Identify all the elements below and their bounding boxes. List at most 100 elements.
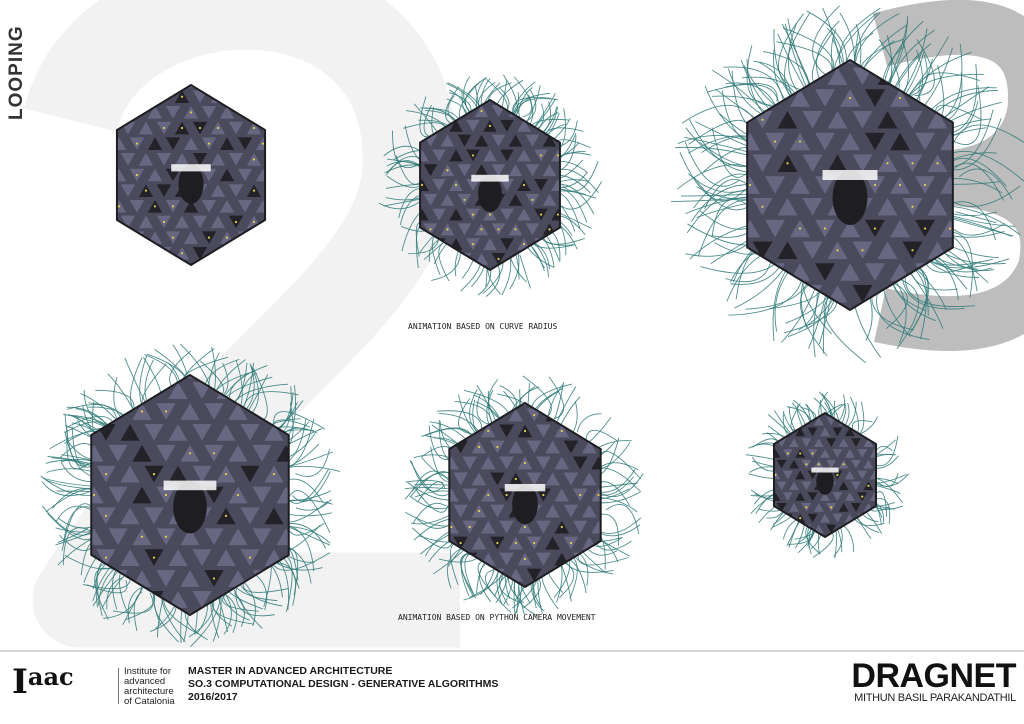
triangle-panel: [319, 122, 333, 135]
strand: [914, 39, 935, 97]
triangle-panel: [381, 90, 395, 102]
triangle-panel: [559, 105, 560, 117]
node: [616, 228, 618, 230]
strand: [562, 160, 599, 192]
course-name: SO.3 COMPUTATIONAL DESIGN - GENERATIVE A…: [188, 678, 499, 690]
triangle-panel: [156, 153, 172, 166]
triangle-panel: [844, 427, 855, 437]
triangle-panel: [802, 154, 823, 172]
strand: [378, 201, 421, 210]
node: [579, 493, 582, 497]
triangle-panel: [91, 382, 92, 399]
node: [262, 268, 264, 270]
node: [171, 205, 175, 208]
triangle-panel: [94, 263, 108, 276]
triangle-panel: [432, 179, 446, 191]
node: [236, 493, 240, 497]
strand: [295, 449, 330, 477]
node: [21, 369, 23, 371]
triangle-panel: [927, 111, 948, 129]
node: [21, 619, 23, 621]
triangle-panel: [563, 472, 579, 486]
node: [298, 237, 300, 239]
strand: [292, 471, 331, 502]
triangle-panel: [536, 424, 551, 438]
node: [100, 237, 102, 239]
triangle-panel: [432, 208, 446, 221]
node: [325, 158, 327, 160]
triangle-panel: [312, 591, 331, 608]
triangle-panel: [58, 200, 72, 213]
triangle-panel: [773, 535, 781, 537]
node: [234, 252, 238, 255]
triangle-panel: [665, 263, 685, 281]
triangle-panel: [665, 220, 685, 238]
strand: [458, 398, 472, 435]
strand: [518, 98, 559, 121]
triangle-panel: [500, 149, 514, 162]
node: [748, 183, 752, 187]
triangle-panel: [865, 89, 885, 107]
triangle-panel: [820, 492, 830, 501]
triangle-panel: [336, 466, 355, 483]
node: [225, 236, 229, 239]
institute-line: of Catalonia: [124, 696, 175, 707]
program-name: MASTER IN ADVANCED ARCHITECTURE: [188, 665, 393, 677]
node: [699, 53, 701, 55]
triangle-panel: [255, 85, 266, 88]
triangle-panel: [462, 456, 478, 470]
strand: [519, 254, 531, 289]
triangle-panel: [390, 223, 404, 235]
triangle-panel: [840, 263, 860, 281]
node: [533, 413, 536, 417]
triangle-panel: [827, 285, 848, 303]
logo-letter: I: [12, 662, 28, 702]
triangle-panel: [1003, 198, 1023, 216]
node: [140, 410, 144, 413]
node: [64, 205, 66, 207]
node: [345, 431, 347, 433]
node: [505, 493, 508, 497]
opening: [163, 480, 217, 491]
strand: [412, 502, 447, 525]
triangle-panel: [776, 459, 787, 469]
triangle-panel: [474, 134, 489, 147]
node: [917, 463, 919, 465]
triangle-panel: [336, 382, 355, 399]
triangle-panel: [869, 492, 877, 501]
node: [768, 420, 770, 422]
triangle-panel: [637, 569, 652, 582]
triangle-panel: [389, 393, 404, 406]
node: [414, 398, 416, 400]
node: [271, 252, 273, 254]
triangle-panel: [795, 470, 806, 480]
triangle-panel: [739, 438, 749, 447]
triangle-panel: [863, 459, 874, 469]
node: [144, 189, 148, 192]
node: [616, 430, 618, 432]
node: [454, 183, 458, 187]
triangle-panel: [602, 120, 616, 132]
node: [607, 478, 609, 480]
triangle-panel: [373, 105, 387, 117]
triangle-panel: [228, 121, 244, 135]
node: [212, 452, 216, 455]
triangle-panel: [907, 449, 917, 458]
triangle-panel: [471, 536, 487, 550]
triangle-panel: [483, 238, 497, 251]
sphere-4: [12, 343, 355, 648]
node: [496, 541, 499, 545]
node: [446, 228, 449, 231]
strand: [113, 592, 154, 614]
triangle-panel: [551, 100, 560, 103]
node: [104, 473, 108, 476]
triangle-panel: [449, 403, 459, 406]
triangle-panel: [594, 253, 608, 265]
strand: [535, 243, 550, 270]
triangle-panel: [602, 268, 616, 280]
strand: [295, 499, 332, 511]
triangle-panel: [449, 267, 463, 270]
triangle-panel: [913, 525, 923, 534]
triangle-panel: [12, 361, 31, 378]
triangle-panel: [292, 231, 306, 244]
